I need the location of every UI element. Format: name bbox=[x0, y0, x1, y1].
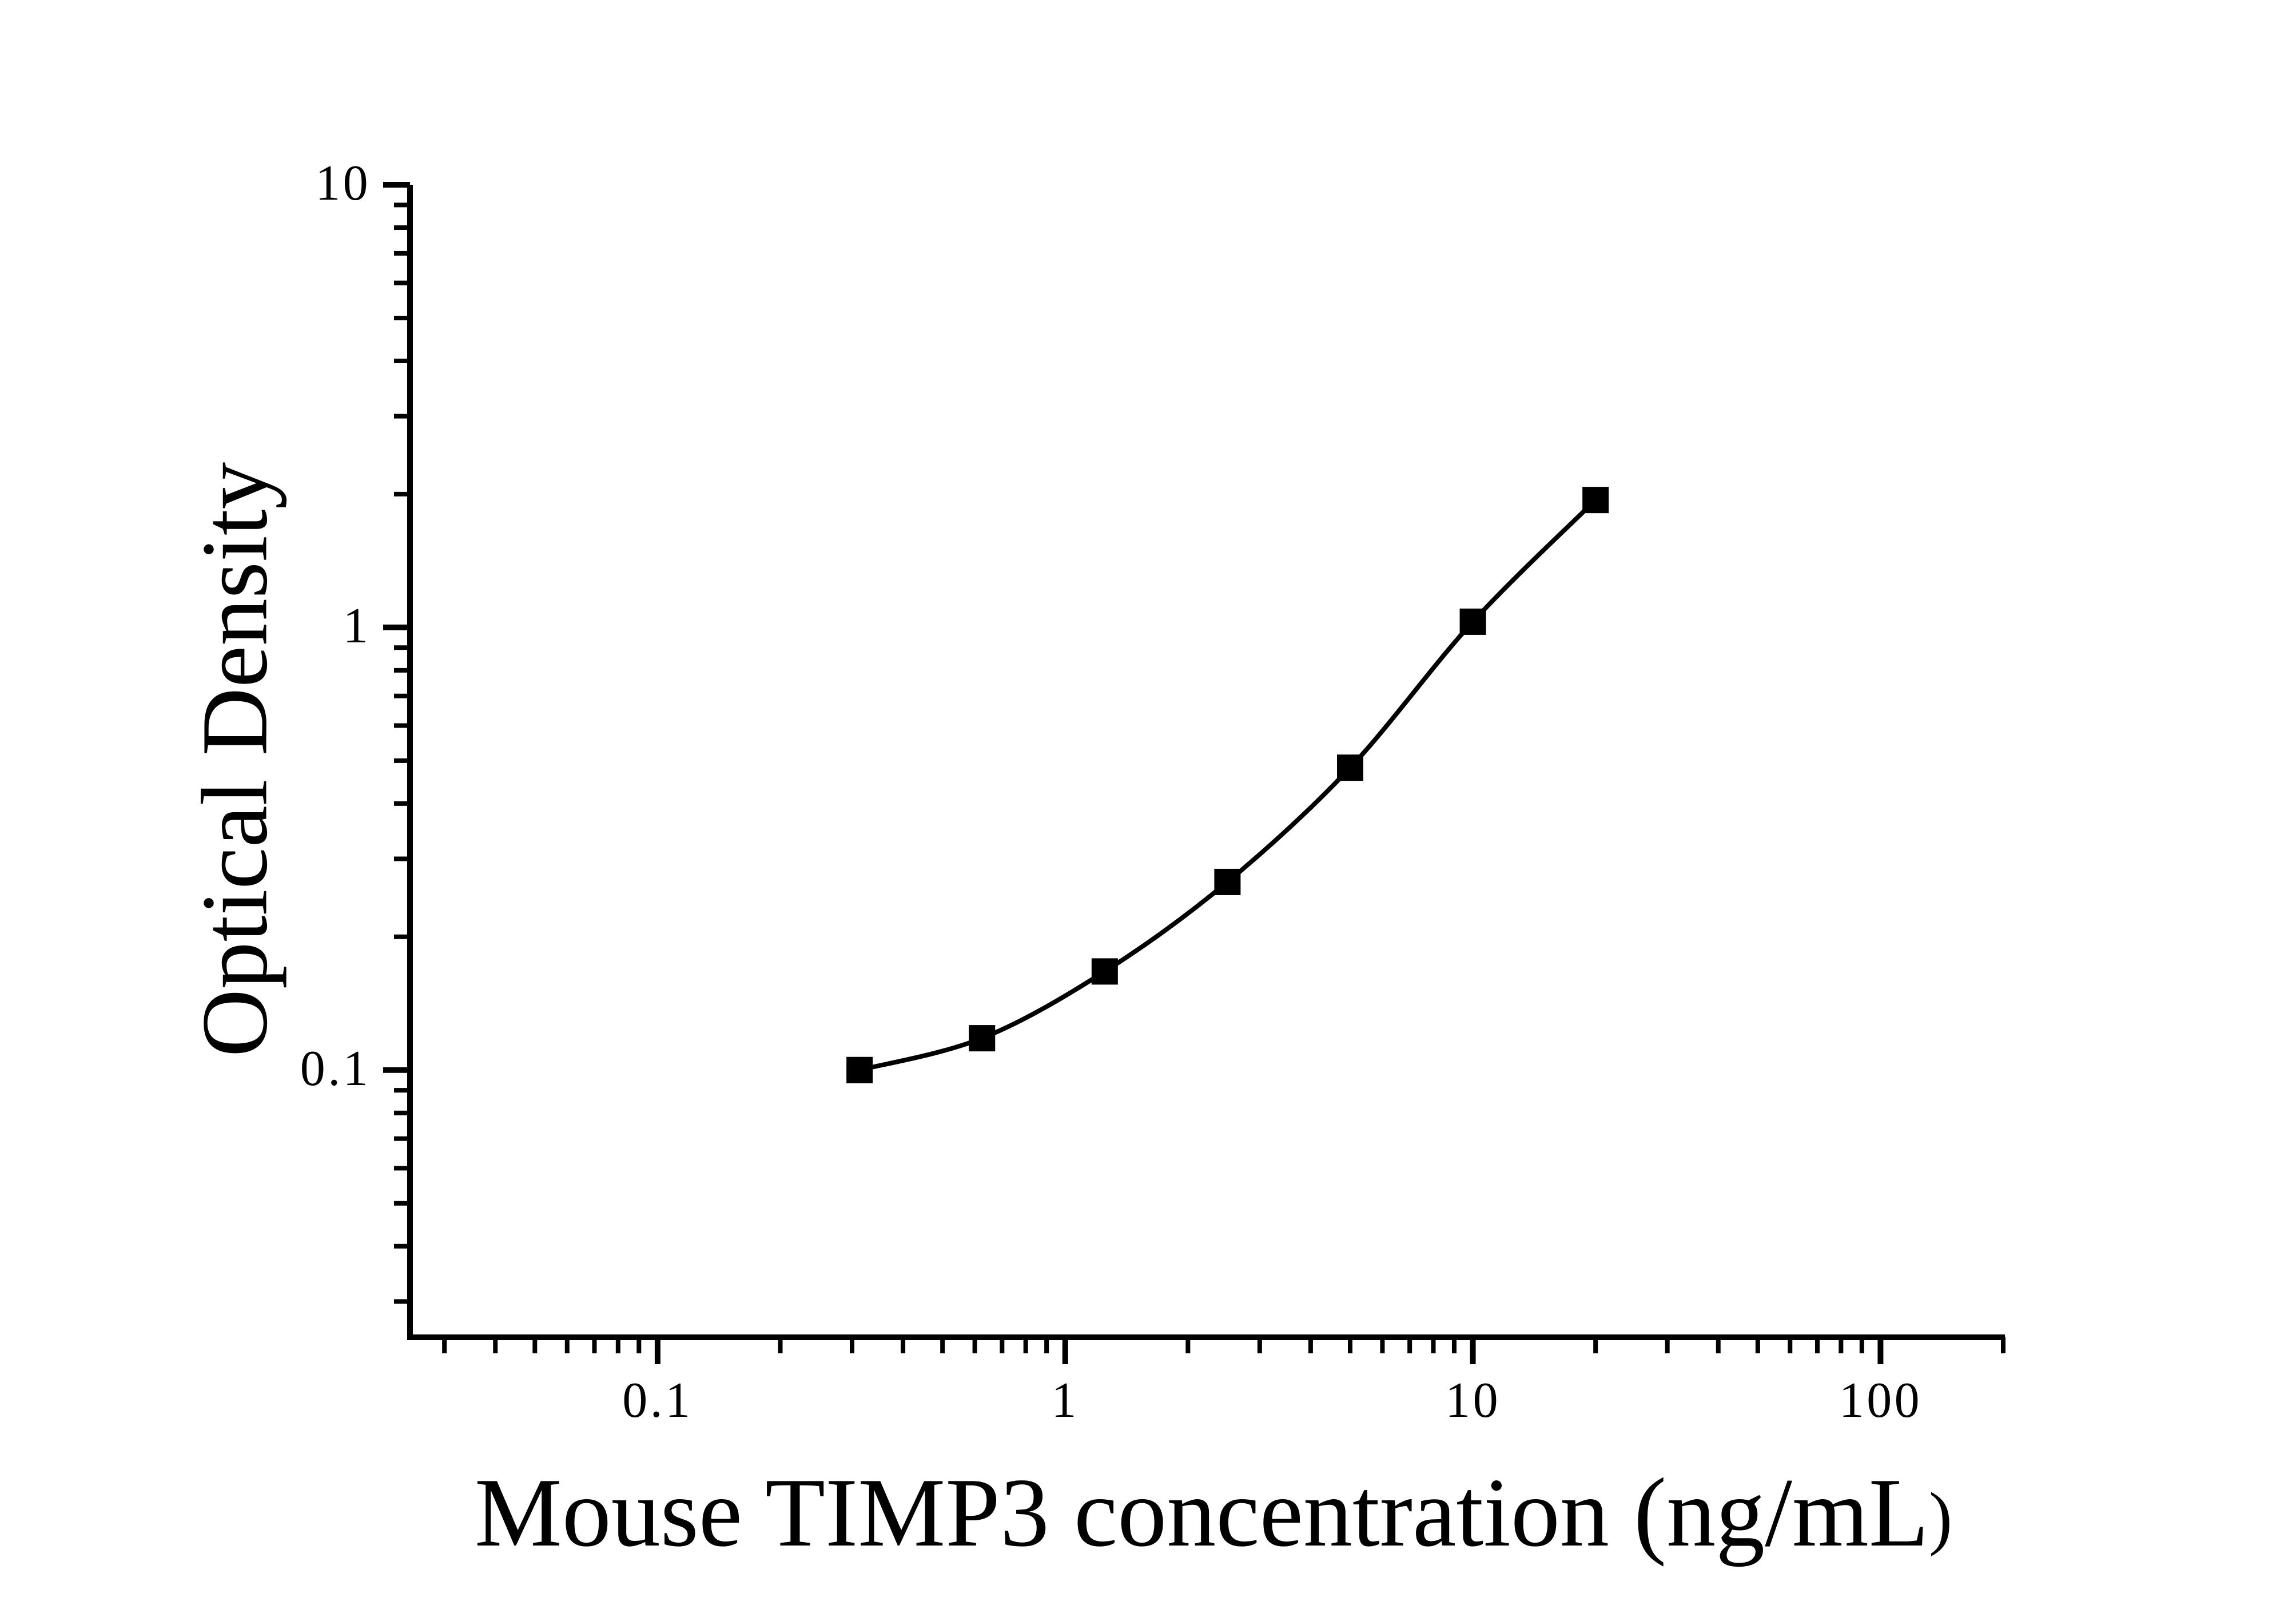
data-point-marker bbox=[1336, 754, 1363, 781]
y-tick-label-10: 10 bbox=[315, 156, 371, 212]
y-tick-label-0p1: 0.1 bbox=[300, 1040, 371, 1097]
x-tick-label-1: 1 bbox=[1051, 1373, 1079, 1428]
x-axis-title-close-paren: ) bbox=[1928, 1478, 1953, 1557]
x-tick-label-0p1: 0.1 bbox=[622, 1373, 693, 1428]
data-point-marker bbox=[969, 1025, 996, 1052]
data-point-marker bbox=[1091, 958, 1118, 985]
data-point-marker bbox=[1582, 487, 1609, 514]
y-tick-label-1: 1 bbox=[343, 598, 371, 654]
x-tick-label-10: 10 bbox=[1445, 1373, 1501, 1428]
data-point-marker bbox=[1459, 608, 1486, 635]
x-axis-title: Mouse TIMP3 concentration (ng/mL) bbox=[475, 1464, 1952, 1562]
standard-curve-line bbox=[859, 498, 1598, 1072]
x-axis-title-text: Mouse TIMP3 concentration (ng/mL bbox=[474, 1459, 1929, 1567]
data-point-marker bbox=[846, 1056, 873, 1083]
y-axis-title: Optical Density bbox=[182, 462, 287, 1058]
data-point-marker bbox=[1214, 868, 1241, 895]
x-tick-label-100: 100 bbox=[1839, 1373, 1923, 1428]
